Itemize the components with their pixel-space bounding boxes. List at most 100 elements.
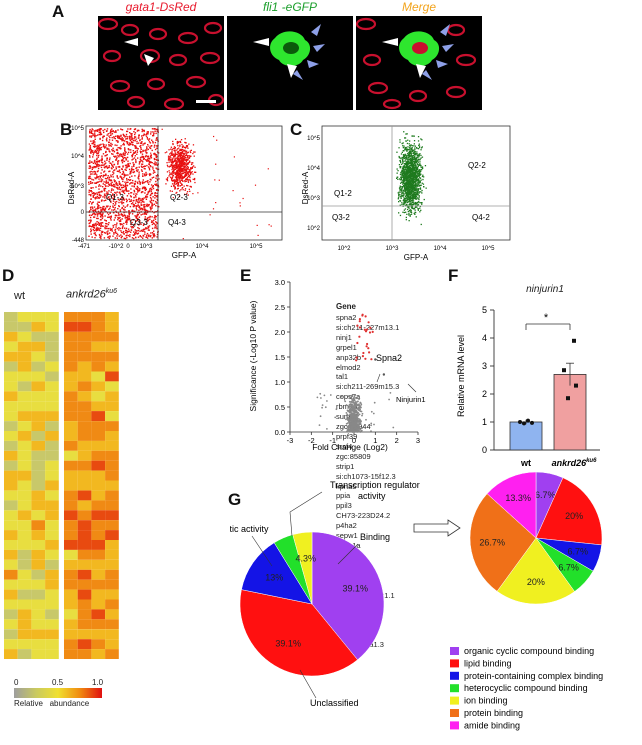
- flow-c-event: [399, 173, 402, 176]
- flow-c-event: [413, 150, 415, 152]
- flow-b-event: [149, 210, 151, 213]
- flow-c-event: [408, 178, 410, 180]
- flow-b-event: [97, 206, 99, 208]
- flow-b-event: [137, 232, 140, 234]
- flow-c-event: [415, 177, 417, 179]
- flow-b-event: [88, 176, 91, 178]
- flow-c-event: [415, 164, 417, 166]
- heatmap-cell: [4, 579, 18, 590]
- flow-b-event: [129, 132, 131, 134]
- heatmap-cell: [91, 540, 106, 550]
- flow-c-event: [407, 164, 409, 166]
- flow-c-event: [413, 164, 415, 166]
- flow-b-event: [123, 192, 126, 195]
- flow-c-event: [413, 194, 415, 196]
- flow-c-event: [414, 170, 416, 172]
- flow-b-event: [197, 192, 199, 194]
- flow-b-event: [118, 183, 121, 185]
- flow-c-event: [405, 192, 407, 194]
- heatmap-cell: [4, 549, 18, 560]
- flow-b-event: [140, 160, 142, 162]
- flow-b-event: [142, 175, 144, 177]
- flow-b-event: [168, 149, 170, 151]
- volcano-point: [352, 423, 355, 426]
- flow-b-event: [122, 171, 125, 173]
- flow-c-event: [406, 177, 409, 179]
- flow-b-event: [146, 210, 148, 212]
- flow-c-event: [402, 190, 405, 192]
- flow-b-event: [175, 162, 177, 164]
- flow-c-event: [418, 156, 420, 158]
- heatmap-cell: [91, 549, 106, 560]
- flow-b-event: [184, 171, 186, 174]
- flow-c-event: [407, 198, 409, 200]
- heatmap-cell: [45, 619, 59, 630]
- flow-b-event: [105, 154, 107, 157]
- flow-b-event: [111, 228, 113, 230]
- flow-b-event: [119, 171, 121, 174]
- heatmap-cell: [31, 649, 46, 660]
- flow-b-event: [143, 223, 145, 225]
- flow-b-event: [179, 156, 181, 158]
- flow-b-event: [177, 178, 179, 180]
- flow-c-event: [406, 150, 408, 152]
- flow-c-event: [415, 203, 418, 205]
- flow-c-event: [418, 175, 420, 177]
- flow-b-event: [106, 165, 108, 167]
- heatmap-cell: [4, 411, 18, 422]
- gene-label: rbm15: [336, 402, 358, 412]
- flow-b-event: [170, 152, 172, 154]
- flow-b-event: [179, 153, 181, 155]
- flow-b-event: [101, 230, 103, 233]
- volcano-point-significant: [355, 359, 358, 362]
- flow-b-event: [138, 173, 140, 175]
- flow-b-event: [125, 231, 127, 234]
- flow-b-event: [186, 184, 188, 187]
- flow-b-event: [149, 181, 151, 183]
- flow-b-event: [181, 161, 183, 163]
- flow-b-event: [113, 163, 115, 166]
- flow-c-event: [405, 219, 407, 221]
- flow-b-event: [128, 217, 131, 219]
- flow-b-event: [126, 234, 128, 236]
- flow-b-event: [145, 152, 148, 154]
- flow-c-event: [406, 181, 408, 183]
- flow-b-event: [119, 227, 121, 230]
- flow-b-event: [152, 176, 155, 178]
- volcano-point: [357, 414, 360, 417]
- heatmap-cell: [45, 589, 59, 600]
- flow-b-event: [141, 137, 143, 139]
- flow-b-event: [186, 145, 188, 147]
- flow-b-event: [106, 231, 108, 233]
- flow-b-event: [192, 178, 194, 180]
- flow-b-event: [182, 158, 184, 161]
- flow-c-event: [413, 202, 415, 204]
- flow-b-event: [181, 146, 183, 148]
- flow-b-event: [177, 151, 179, 153]
- heatmap-cell: [17, 559, 32, 570]
- flow-c-event: [411, 162, 413, 165]
- flow-b-event: [194, 177, 196, 180]
- flow-b-event: [119, 192, 121, 195]
- heatmap-cell: [31, 569, 46, 580]
- flow-b-event: [193, 179, 196, 181]
- flow-c-event: [411, 178, 413, 181]
- flow-b-event: [179, 152, 181, 154]
- flow-b-event: [112, 130, 114, 132]
- flow-b-event: [135, 146, 137, 148]
- flow-b-event: [122, 205, 125, 207]
- flow-b-event: [100, 146, 103, 149]
- flow-b-event: [183, 167, 185, 169]
- heatmap-cell: [91, 401, 106, 412]
- flow-c-event: [414, 167, 416, 169]
- flow-c-event: [412, 164, 415, 166]
- heatmap-cell: [91, 579, 106, 590]
- volcano-point: [365, 418, 367, 421]
- volcano-point: [389, 392, 392, 394]
- flow-c-event: [408, 212, 410, 215]
- flow-b-event: [130, 192, 132, 194]
- flow-b-event: [90, 198, 92, 200]
- volcano-points: [316, 313, 395, 433]
- flow-c-event: [417, 157, 419, 159]
- flow-b-event: [112, 224, 114, 227]
